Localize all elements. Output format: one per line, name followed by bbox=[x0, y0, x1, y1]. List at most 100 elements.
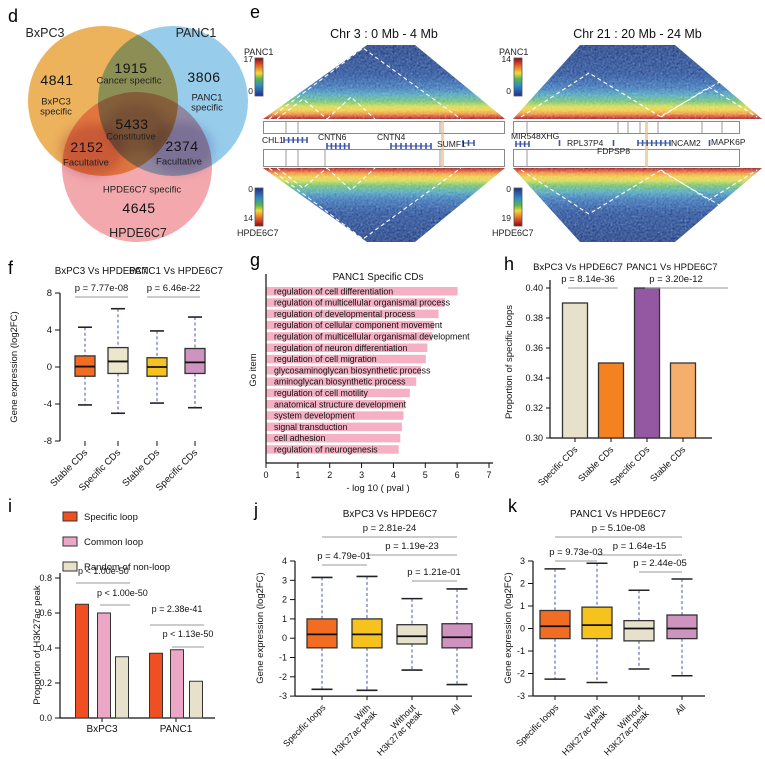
pvalue-label: p < 1.00e-50 bbox=[97, 588, 148, 598]
box bbox=[396, 624, 428, 645]
pvalue-label: p = 4.79e-01 bbox=[317, 551, 371, 562]
ytick-label: 0.4 bbox=[39, 643, 52, 653]
colorbar bbox=[254, 187, 264, 227]
ytick-label: 0.36 bbox=[525, 343, 543, 353]
panel-d-venn-diagram: BxPC3 PANC1 HPDE6C7 4841 BxPC3 specific … bbox=[0, 0, 252, 252]
y-axis-label: Gene expression (log2FC) bbox=[255, 572, 266, 683]
venn-region-label: PANC1 bbox=[191, 92, 223, 104]
colorbar-min: 0 bbox=[248, 184, 253, 194]
xtick-label: 6 bbox=[455, 470, 460, 480]
bar-label: anatomical structure development bbox=[274, 399, 407, 409]
xtick-label: 5 bbox=[423, 470, 428, 480]
legend-swatch bbox=[62, 536, 78, 547]
gene-label: MIR548XHG bbox=[511, 131, 560, 141]
colorbar-min: 0 bbox=[506, 86, 511, 96]
hic-title-chr21: Chr 21 : 20 Mb - 24 Mb bbox=[573, 27, 702, 41]
hic-heatmap-hpde6c7-chr3 bbox=[263, 167, 505, 242]
ytick-label: 0.6 bbox=[39, 608, 52, 618]
bar-label: system development bbox=[274, 411, 355, 421]
tad-boundary-lines bbox=[268, 47, 462, 120]
gene-label: CHL1 bbox=[262, 135, 284, 145]
category-label: All bbox=[448, 702, 462, 716]
panel-label-j: j bbox=[254, 500, 258, 520]
category-label: Specific CDs bbox=[536, 444, 580, 488]
colorbar bbox=[513, 57, 523, 97]
colorbar-min: 0 bbox=[506, 184, 511, 194]
heatmap-noise bbox=[513, 45, 762, 119]
venn-region-label: specific bbox=[191, 102, 223, 114]
group-title: PANC1 Vs HPDE6C7 bbox=[129, 266, 223, 277]
hic-title-chr3: Chr 3 : 0 Mb - 4 Mb bbox=[330, 27, 438, 41]
gene-label: RPL37P4 bbox=[567, 138, 604, 148]
venn-region-label: specific bbox=[40, 106, 72, 118]
panel-label-i: i bbox=[8, 496, 12, 516]
bar bbox=[669, 362, 697, 439]
bar bbox=[266, 354, 426, 364]
venn-overlap-tint bbox=[104, 103, 168, 153]
y-axis-label: Gene expression (log2FC) bbox=[9, 311, 20, 422]
bar-label: regulation of developmental process bbox=[274, 309, 416, 319]
gene-label: FDPSP8 bbox=[597, 146, 631, 156]
bar-label: aminoglycan biosynthetic process bbox=[274, 377, 406, 387]
bar bbox=[266, 287, 458, 296]
domain-boundary-lines bbox=[285, 121, 441, 167]
bar-label: signal transduction bbox=[274, 422, 347, 432]
ytick-label: 0 bbox=[520, 624, 525, 634]
bar-label: regulation of multicellular organismal p… bbox=[274, 298, 451, 308]
venn-set-label: BxPC3 bbox=[25, 26, 65, 40]
ytick-label: 0 bbox=[47, 362, 52, 373]
panel-label-g: g bbox=[250, 250, 261, 270]
box bbox=[666, 614, 698, 640]
group-title: PANC1 Vs HPDE6C7 bbox=[626, 262, 717, 273]
bar bbox=[97, 612, 111, 719]
gene-label: NCAM2 bbox=[671, 138, 701, 148]
category-label: WithoutH3K27ac peak bbox=[596, 702, 652, 758]
ytick-label: 0.8 bbox=[39, 573, 52, 583]
venn-set-label: PANC1 bbox=[175, 26, 217, 40]
venn-region-label: BxPC3 bbox=[41, 96, 71, 108]
group-label: BxPC3 bbox=[86, 724, 118, 735]
bar-label: regulation of cell motility bbox=[274, 388, 368, 398]
tad-boundary-lines bbox=[520, 169, 763, 231]
heatmap-noise bbox=[513, 168, 762, 242]
ytick-label: 4 bbox=[282, 556, 287, 566]
colorbar-min: 0 bbox=[248, 86, 253, 96]
bar-label: regulation of neuron differentiation bbox=[274, 343, 407, 353]
pvalue-label: p = 3.20e-12 bbox=[649, 274, 703, 285]
category-label: All bbox=[673, 702, 687, 716]
venn-region-label: Facultative bbox=[63, 157, 109, 169]
ytick-label: -3 bbox=[279, 691, 287, 701]
ytick-label: -3 bbox=[517, 691, 525, 701]
panel-label-f: f bbox=[8, 258, 14, 278]
hic-heatmap-panc1-chr3 bbox=[263, 45, 505, 120]
box bbox=[623, 619, 655, 642]
xtick-label: 3 bbox=[359, 470, 364, 480]
xtick-label: 2 bbox=[327, 470, 332, 480]
bar bbox=[266, 332, 433, 341]
highlight-band bbox=[441, 121, 444, 167]
category-label: Stable CDs bbox=[648, 444, 688, 484]
ytick-label: -1 bbox=[279, 653, 287, 663]
gene-label: MAPK6P bbox=[711, 137, 746, 147]
colorbar-max: 14 bbox=[501, 54, 511, 64]
venn-count: 4645 bbox=[122, 200, 156, 216]
ytick-label: 0.34 bbox=[525, 373, 543, 383]
ytick-label: 1 bbox=[520, 601, 525, 611]
bar bbox=[266, 377, 417, 386]
domain-boundary-lines bbox=[526, 121, 723, 167]
bar bbox=[266, 400, 406, 409]
ytick-label: 0.40 bbox=[525, 283, 543, 293]
pvalue-label: p = 9.73e-03 bbox=[549, 547, 603, 558]
group-title: BxPC3 Vs HPDE6C7 bbox=[55, 266, 148, 277]
ytick-label: 0.2 bbox=[39, 678, 52, 688]
bar bbox=[149, 652, 163, 719]
x-axis-label: - log 10 ( pval ) bbox=[346, 483, 409, 494]
y-axis-label: Gene expression (log2FC) bbox=[503, 572, 514, 683]
venn-count: 1915 bbox=[114, 60, 148, 76]
bar bbox=[633, 287, 661, 439]
colorbar-max: 17 bbox=[243, 54, 253, 64]
chart-title: PANC1 Vs HPDE6C7 bbox=[570, 509, 666, 520]
ytick-label: 4 bbox=[47, 325, 52, 336]
